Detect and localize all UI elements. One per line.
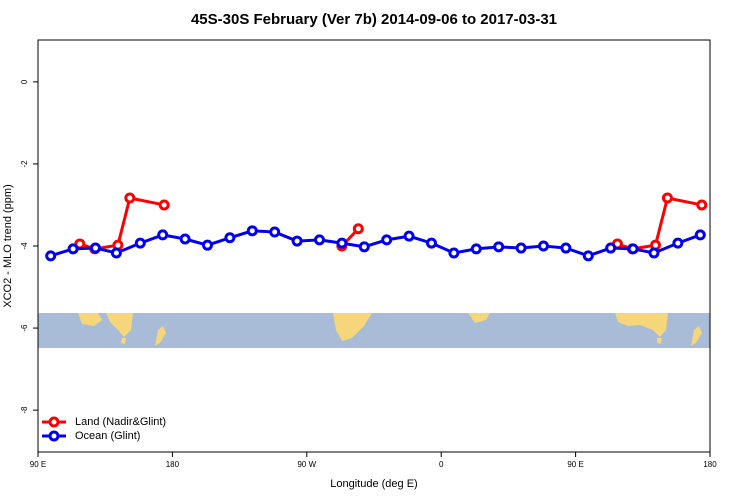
data-point [648,247,660,259]
legend-label: Land (Nadir&Glint) [75,416,166,428]
data-point [403,230,415,242]
y-tick-label: -4 [20,242,29,250]
data-point [448,247,460,259]
data-point [696,199,708,211]
x-axis-label: Longitude (deg E) [330,478,417,490]
data-point [352,223,364,235]
series-line [50,229,701,258]
data-point [67,243,79,255]
legend-label: Ocean (Glint) [75,430,140,442]
y-tick-label: 0 [20,79,29,84]
map-strip [38,313,710,348]
data-point [425,237,437,249]
data-point [537,240,549,252]
x-tick-label: 90 E [30,460,46,469]
data-point [89,242,101,254]
data-point [179,233,191,245]
data-point [313,234,325,246]
data-point [110,247,122,259]
data-point [582,250,594,262]
data-point [269,226,281,238]
data-point [45,250,57,262]
data-point [134,237,146,249]
data-point [560,242,572,254]
chart-title: 45S-30S February (Ver 7b) 2014-09-06 to … [191,11,557,28]
data-point [470,243,482,255]
data-point [694,229,706,241]
y-tick-label: -2 [20,160,29,168]
data-point [605,242,617,254]
data-point [157,229,169,241]
legend-marker [48,430,60,442]
data-point [124,192,136,204]
data-point [381,234,393,246]
data-point [224,232,236,244]
data-point [358,241,370,253]
data-point [291,235,303,247]
x-tick-label: 180 [166,460,180,469]
data-point [493,241,505,253]
data-point [672,237,684,249]
data-point [336,237,348,249]
data-point [158,199,170,211]
x-tick-label: 90 E [567,460,583,469]
data-point [661,192,673,204]
x-tick-label: 90 W [297,460,316,469]
data-point [627,243,639,255]
data-point [246,225,258,237]
x-tick-label: 180 [703,460,717,469]
legend-marker [48,416,60,428]
x-tick-label: 0 [439,460,444,469]
legend: Land (Nadir&Glint) Ocean (Glint) [42,416,166,442]
data-point [201,239,213,251]
data-point [515,242,527,254]
y-axis-label: XCO2 - MLO trend (ppm) [2,184,14,307]
y-tick-label: -8 [20,406,29,414]
y-tick-label: -6 [20,324,29,332]
